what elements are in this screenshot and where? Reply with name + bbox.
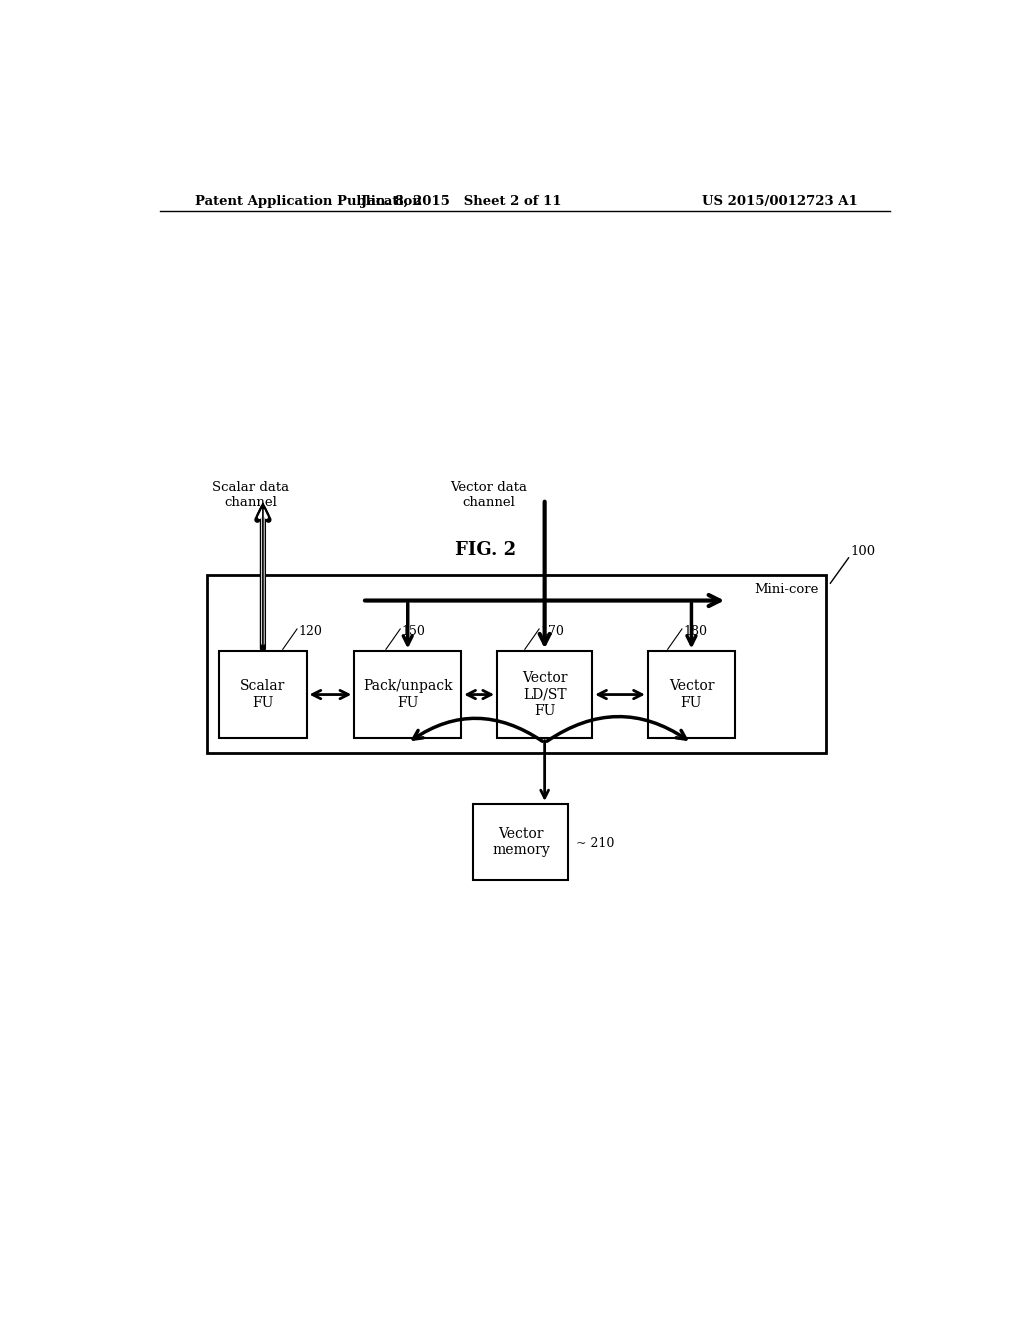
Text: Vector
LD/ST
FU: Vector LD/ST FU xyxy=(522,672,567,718)
Bar xyxy=(648,651,735,738)
Text: FIG. 2: FIG. 2 xyxy=(455,541,516,558)
Text: Vector
FU: Vector FU xyxy=(669,680,714,710)
Text: Mini-core: Mini-core xyxy=(754,583,818,597)
Text: Scalar
FU: Scalar FU xyxy=(241,680,286,710)
Text: Patent Application Publication: Patent Application Publication xyxy=(196,194,422,207)
Text: 120: 120 xyxy=(299,624,323,638)
Text: ~ 210: ~ 210 xyxy=(577,837,614,850)
Text: Vector
memory: Vector memory xyxy=(492,826,550,857)
Text: 150: 150 xyxy=(401,624,426,638)
Text: Pack/unpack
FU: Pack/unpack FU xyxy=(362,680,453,710)
Bar xyxy=(354,651,461,738)
Text: Jan. 8, 2015   Sheet 2 of 11: Jan. 8, 2015 Sheet 2 of 11 xyxy=(361,194,561,207)
Text: 170: 170 xyxy=(541,624,564,638)
Bar xyxy=(497,651,592,738)
Bar xyxy=(207,576,826,752)
Text: Vector data
channel: Vector data channel xyxy=(451,480,527,510)
Text: US 2015/0012723 A1: US 2015/0012723 A1 xyxy=(702,194,858,207)
Text: 180: 180 xyxy=(684,624,708,638)
Text: Scalar data
channel: Scalar data channel xyxy=(212,480,290,510)
Bar xyxy=(219,651,306,738)
Text: 100: 100 xyxy=(850,545,876,558)
Bar xyxy=(473,804,568,880)
